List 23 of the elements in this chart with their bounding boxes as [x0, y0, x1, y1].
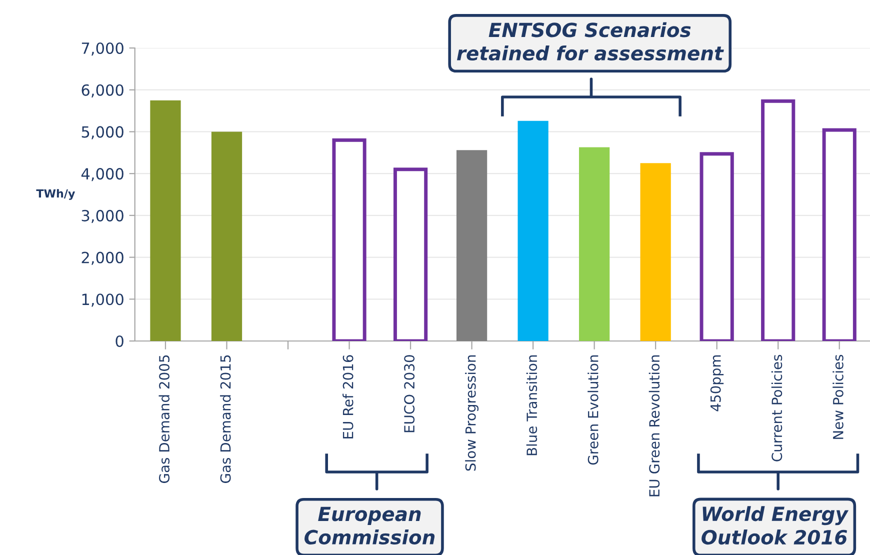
y-tick-label: 1,000	[82, 294, 124, 307]
y-tick-label: 2,000	[82, 252, 124, 265]
y-axis-title: TWh/y	[36, 189, 76, 200]
x-tick-label: Gas Demand 2015	[220, 355, 231, 483]
x-tick-label: New Policies	[832, 354, 844, 439]
annotation: ENTSOG Scenarios retained for assessment	[456, 22, 724, 61]
y-tick-label: 3,000	[82, 210, 124, 224]
y-tick-label: 4,000	[81, 168, 124, 182]
text: World Energy Outlook 2016	[702, 506, 849, 545]
x-tick-label: Green Evolution	[588, 355, 598, 465]
y-tick-label: 5,000	[82, 126, 124, 140]
x-tick-label: Current Policies	[771, 354, 782, 462]
text: European Commission	[304, 506, 435, 545]
x-tick-label: EU Ref 2016	[342, 355, 354, 438]
x-tick-label: 450ppm	[710, 355, 724, 412]
x-tick-label: EU Green Revolution	[648, 355, 660, 496]
x-tick-label: Slow Progression	[465, 355, 479, 471]
x-tick-label: Blue Transition	[526, 355, 538, 456]
y-tick-label: 7,000	[82, 42, 124, 56]
x-tick-label: EUCO 2030	[404, 355, 415, 432]
x-tick-label: Gas Demand 2005	[158, 355, 170, 483]
y-tick-label: 6,000	[82, 84, 124, 98]
y-tick-label: 0	[116, 335, 124, 348]
